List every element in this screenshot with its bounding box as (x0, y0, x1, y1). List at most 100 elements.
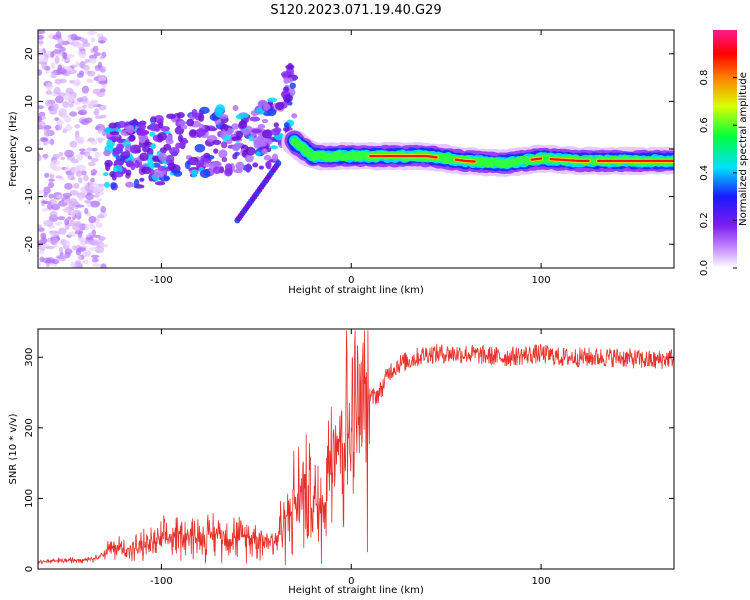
spectrogram-cell (58, 255, 67, 262)
spectrogram-cell (214, 108, 223, 118)
spectrogram-cell (45, 82, 54, 91)
spectrogram-cell (202, 163, 210, 168)
spectrogram-cell (175, 142, 182, 149)
spectrogram-cell (58, 151, 64, 157)
spectrogram-cell (97, 76, 107, 82)
spectrogram-cell (235, 114, 245, 120)
spectrogram-cell (72, 223, 83, 231)
spectrogram-cell (85, 234, 91, 238)
spectrogram-cell (69, 80, 75, 84)
spectrogram-cell (81, 85, 90, 94)
spectrogram-cell (54, 43, 63, 49)
spectrogram-ridge-peak (530, 157, 543, 161)
spectrogram-cell (51, 103, 59, 111)
spectrogram-cell (64, 149, 74, 158)
spectrogram-cell (252, 162, 259, 168)
spectrogram-cell (48, 178, 55, 182)
spectrogram-cell (233, 168, 243, 174)
spectrogram-cell (139, 177, 145, 182)
spectrogram-cell (57, 216, 65, 221)
colorbar-tick-label: 0.8 (699, 70, 710, 86)
spectrogram-cell (283, 126, 290, 132)
spectrogram-cell (82, 42, 91, 48)
spectrogram-cell (38, 40, 44, 45)
spectrogram-cell (43, 220, 49, 227)
spectrogram-xtick-label: -100 (150, 275, 173, 286)
spectrogram-cell (149, 169, 155, 175)
spectrogram-cell (95, 222, 103, 228)
spectrogram-cell (221, 156, 228, 163)
spectrogram-cell (89, 101, 99, 106)
figure-title: S120.2023.071.19.40.G29 (270, 3, 441, 18)
spectrogram-cell (198, 113, 205, 122)
spectrogram-cell (75, 204, 85, 208)
spectrogram-cell (125, 181, 135, 188)
spectrogram-cell (163, 143, 172, 151)
spectrogram-cell (87, 30, 97, 36)
spectrogram-cell (157, 122, 164, 129)
spectrogram-cell (231, 123, 239, 130)
spectrogram-cell (84, 207, 89, 215)
spectrogram-cell (101, 84, 107, 89)
spectrogram-cell (265, 160, 272, 170)
spectrogram-cell (261, 148, 268, 155)
spectrogram-cell (195, 128, 207, 137)
spectrogram-cell (57, 38, 64, 45)
spectrogram-cell (66, 54, 75, 59)
spectrogram-cell (186, 118, 195, 127)
snr-ytick-label: 100 (24, 489, 35, 508)
spectrogram-cell (46, 203, 54, 210)
spectrogram-cell (53, 243, 58, 249)
snr-xtick-label: 0 (348, 576, 354, 587)
spectrogram-cell (116, 143, 123, 152)
spectrogram-cell (90, 200, 100, 208)
colorbar-tick-label: 0.6 (699, 117, 710, 133)
spectrogram-cell (141, 166, 152, 175)
spectrogram-cell (130, 161, 136, 171)
spectrogram-cell (270, 128, 281, 136)
spectrogram-cell (92, 45, 99, 53)
spectrogram-cell (81, 170, 87, 176)
spectrogram-cell (89, 57, 97, 64)
spectrogram-cell (38, 224, 43, 229)
spectrogram-cell (84, 199, 92, 204)
spectrogram-cell (38, 189, 45, 194)
spectrogram-cell (117, 120, 127, 129)
spectrogram-cell (112, 150, 120, 157)
spectrogram-cell (167, 162, 176, 171)
spectrogram-xlabel: Height of straight line (km) (288, 285, 424, 296)
spectrogram-cell (45, 90, 52, 95)
spectrogram-cell (285, 64, 295, 70)
spectrogram-cell (42, 257, 52, 264)
spectrogram-cell (51, 203, 61, 211)
spectrogram-cell (60, 156, 66, 161)
spectrogram-cell (126, 124, 135, 134)
spectrogram-cell (84, 185, 95, 192)
spectrogram-cell (38, 154, 42, 162)
spectrogram-cell (49, 210, 58, 219)
spectrogram-cell (128, 134, 135, 142)
spectrogram-cell (157, 165, 166, 171)
spectrogram-cell (51, 258, 60, 265)
spectrogram-cell (38, 105, 45, 110)
spectrogram-cell (74, 124, 81, 129)
spectrogram-cell (41, 137, 49, 142)
spectrogram-cell (160, 125, 170, 132)
spectrogram-cell (53, 49, 62, 54)
spectrogram-cell (98, 237, 104, 243)
spectrogram-cell (74, 166, 80, 172)
spectrogram-cell (78, 50, 87, 59)
spectrogram-cell (57, 64, 63, 71)
spectrogram-cell (90, 254, 100, 258)
spectrogram-cell (287, 77, 293, 84)
spectrogram-cell (94, 187, 99, 195)
spectrogram-cell (64, 182, 73, 190)
spectrogram-cell (157, 132, 167, 141)
spectrogram-cell (261, 129, 273, 139)
spectrogram-cell (92, 263, 101, 267)
spectrogram-cell (95, 124, 106, 131)
spectrogram-cell (133, 178, 140, 188)
spectrogram-cell (87, 70, 92, 74)
spectrogram-cell (49, 138, 55, 146)
